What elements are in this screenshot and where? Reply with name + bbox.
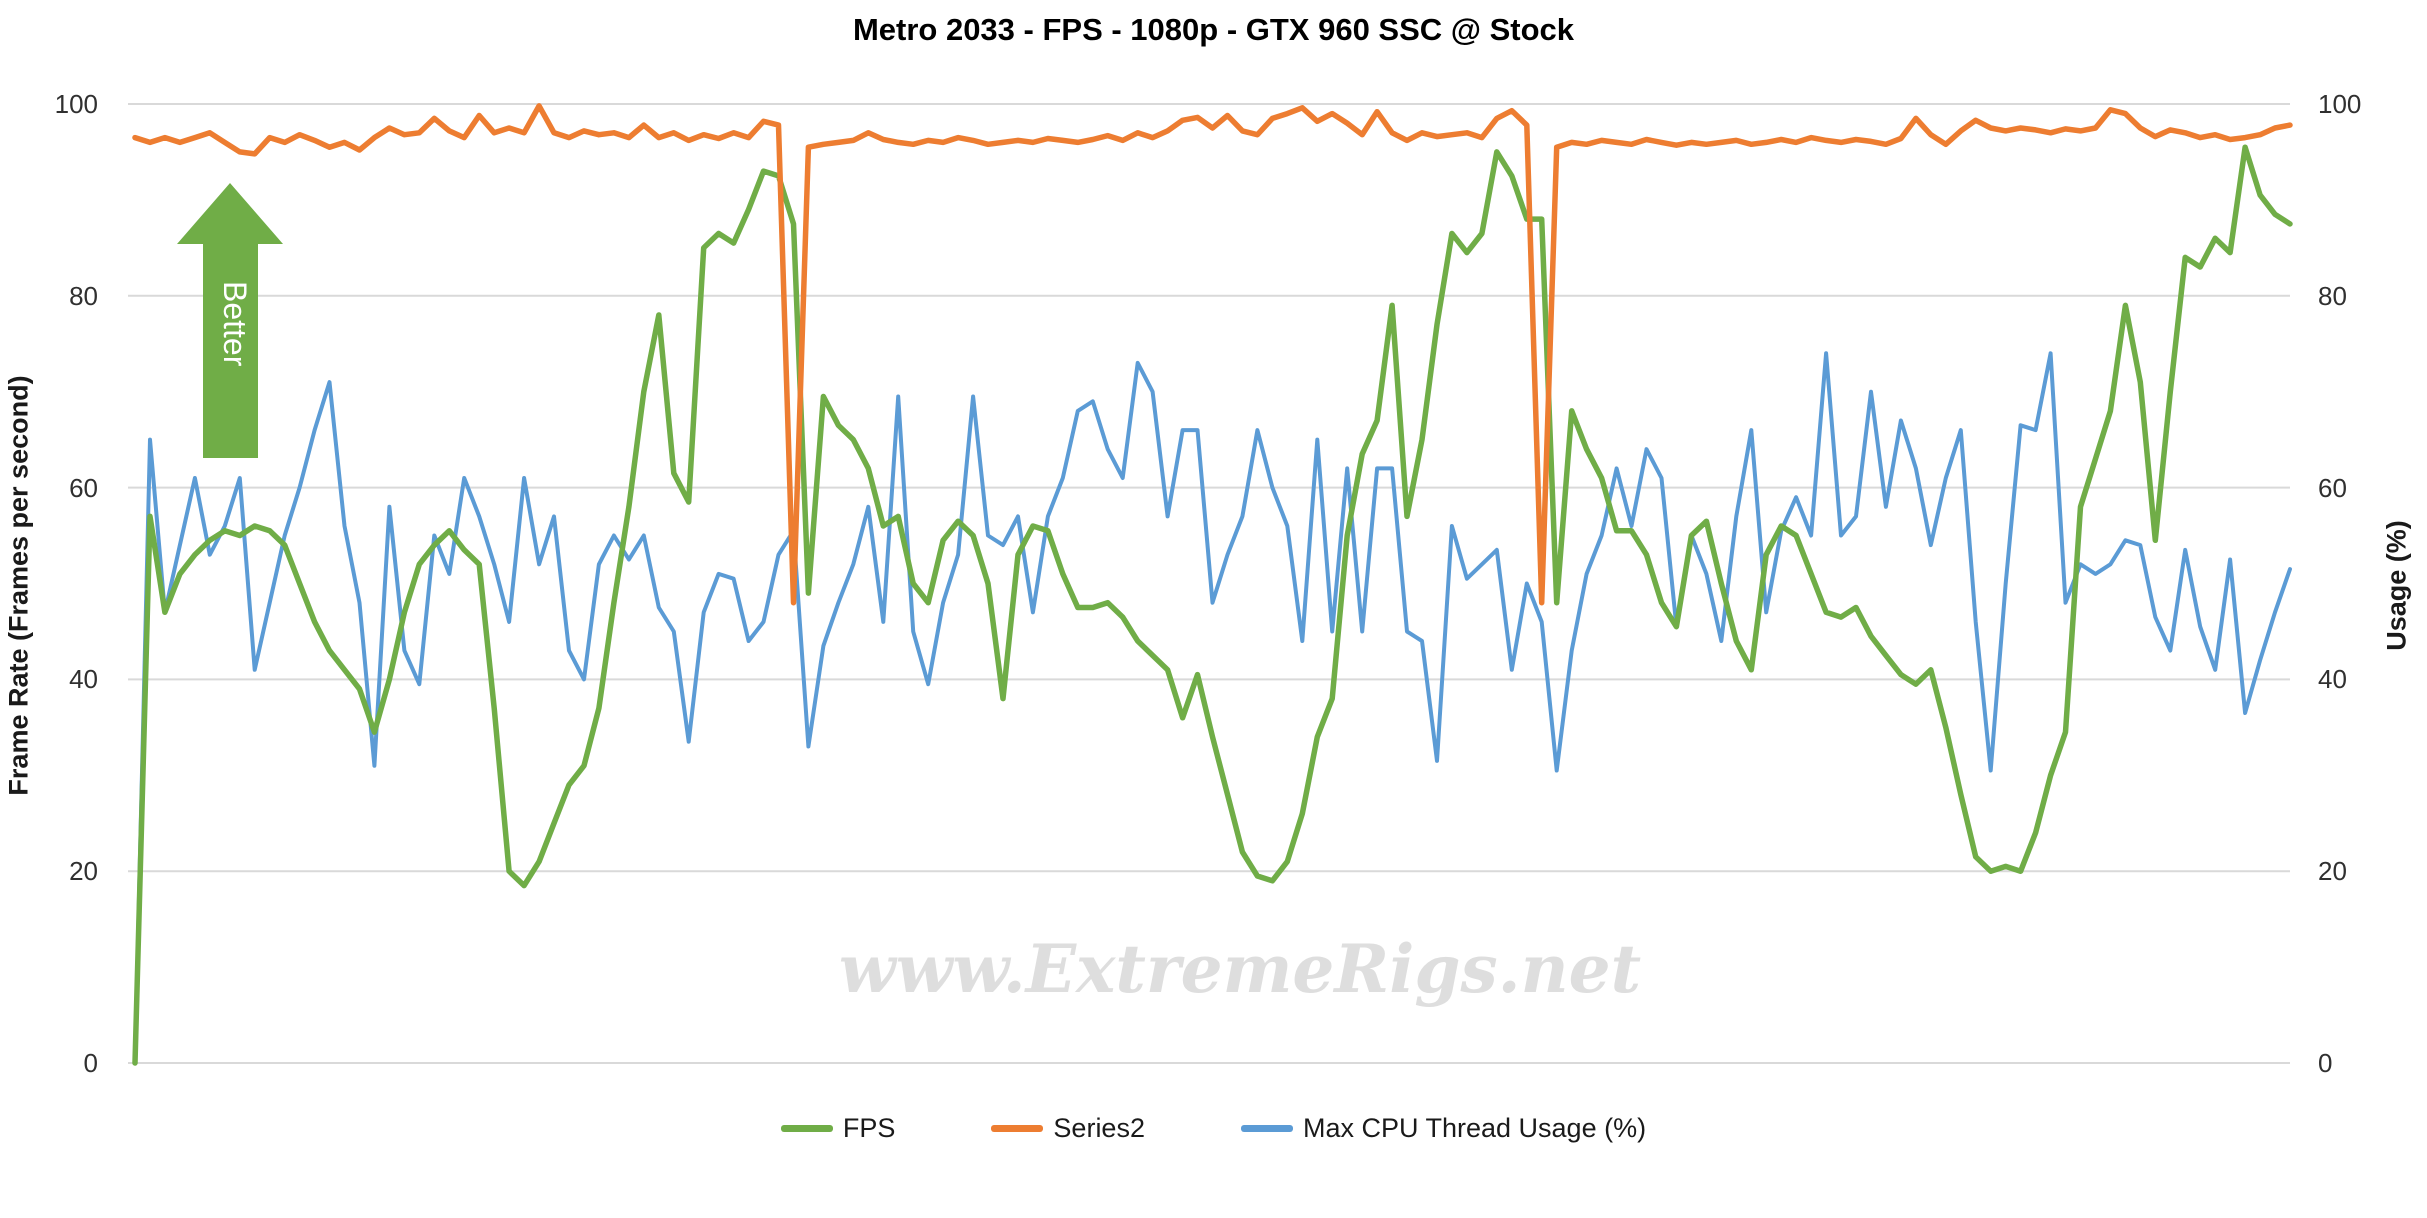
better-arrow: Better bbox=[177, 183, 283, 458]
chart-title: Metro 2033 - FPS - 1080p - GTX 960 SSC @… bbox=[852, 12, 1575, 47]
y-axis-tick-label-right: 0 bbox=[2318, 1048, 2333, 1078]
y-axis-tick-label-right: 100 bbox=[2318, 89, 2362, 119]
legend: FPS Series2 Max CPU Thread Usage (%) bbox=[0, 1104, 2427, 1152]
legend-label-cpu: Max CPU Thread Usage (%) bbox=[1302, 1112, 1647, 1143]
watermark: www.ExtremeRigs.net bbox=[838, 930, 1642, 1008]
series2-line-swatch bbox=[991, 1124, 1044, 1132]
cpu-usage-line bbox=[133, 351, 2292, 1065]
better-arrow-shape bbox=[177, 183, 283, 458]
legend-label-fps: FPS bbox=[842, 1112, 896, 1143]
y-axis-tick-label-left: 80 bbox=[69, 280, 98, 311]
y-axis-tick-label-left: 60 bbox=[69, 472, 98, 503]
legend-item-fps: FPS bbox=[780, 1112, 896, 1144]
cpu-line-swatch bbox=[1240, 1124, 1293, 1132]
legend-item-series2: Series2 bbox=[991, 1113, 1145, 1144]
y-axis-title-right: Usage (%) bbox=[2381, 520, 2412, 651]
fps-line bbox=[132, 144, 2293, 1066]
y-axis-tick-label-right: 80 bbox=[2318, 280, 2347, 311]
series2-line bbox=[132, 103, 2293, 606]
y-axis-tick-label-left: 40 bbox=[69, 664, 98, 695]
gridlines bbox=[128, 103, 2290, 1064]
y-axis-tick-label-left: 100 bbox=[54, 89, 98, 119]
y-axis-tick-label-left: 0 bbox=[83, 1048, 98, 1078]
y-axis-tick-label-left: 20 bbox=[69, 856, 98, 887]
fps-line-swatch bbox=[780, 1124, 833, 1132]
better-arrow-label: Better bbox=[217, 281, 253, 367]
y-axis-tick-label-right: 60 bbox=[2318, 472, 2347, 503]
legend-label-series2: Series2 bbox=[1053, 1112, 1145, 1143]
y-axis-title-left: Frame Rate (Frames per second) bbox=[3, 375, 34, 796]
y-axis-tick-label-right: 40 bbox=[2318, 664, 2347, 695]
y-axis-tick-label-right: 20 bbox=[2318, 856, 2347, 887]
legend-item-cpu: Max CPU Thread Usage (%) bbox=[1240, 1112, 1647, 1144]
series-lines bbox=[132, 103, 2293, 1066]
